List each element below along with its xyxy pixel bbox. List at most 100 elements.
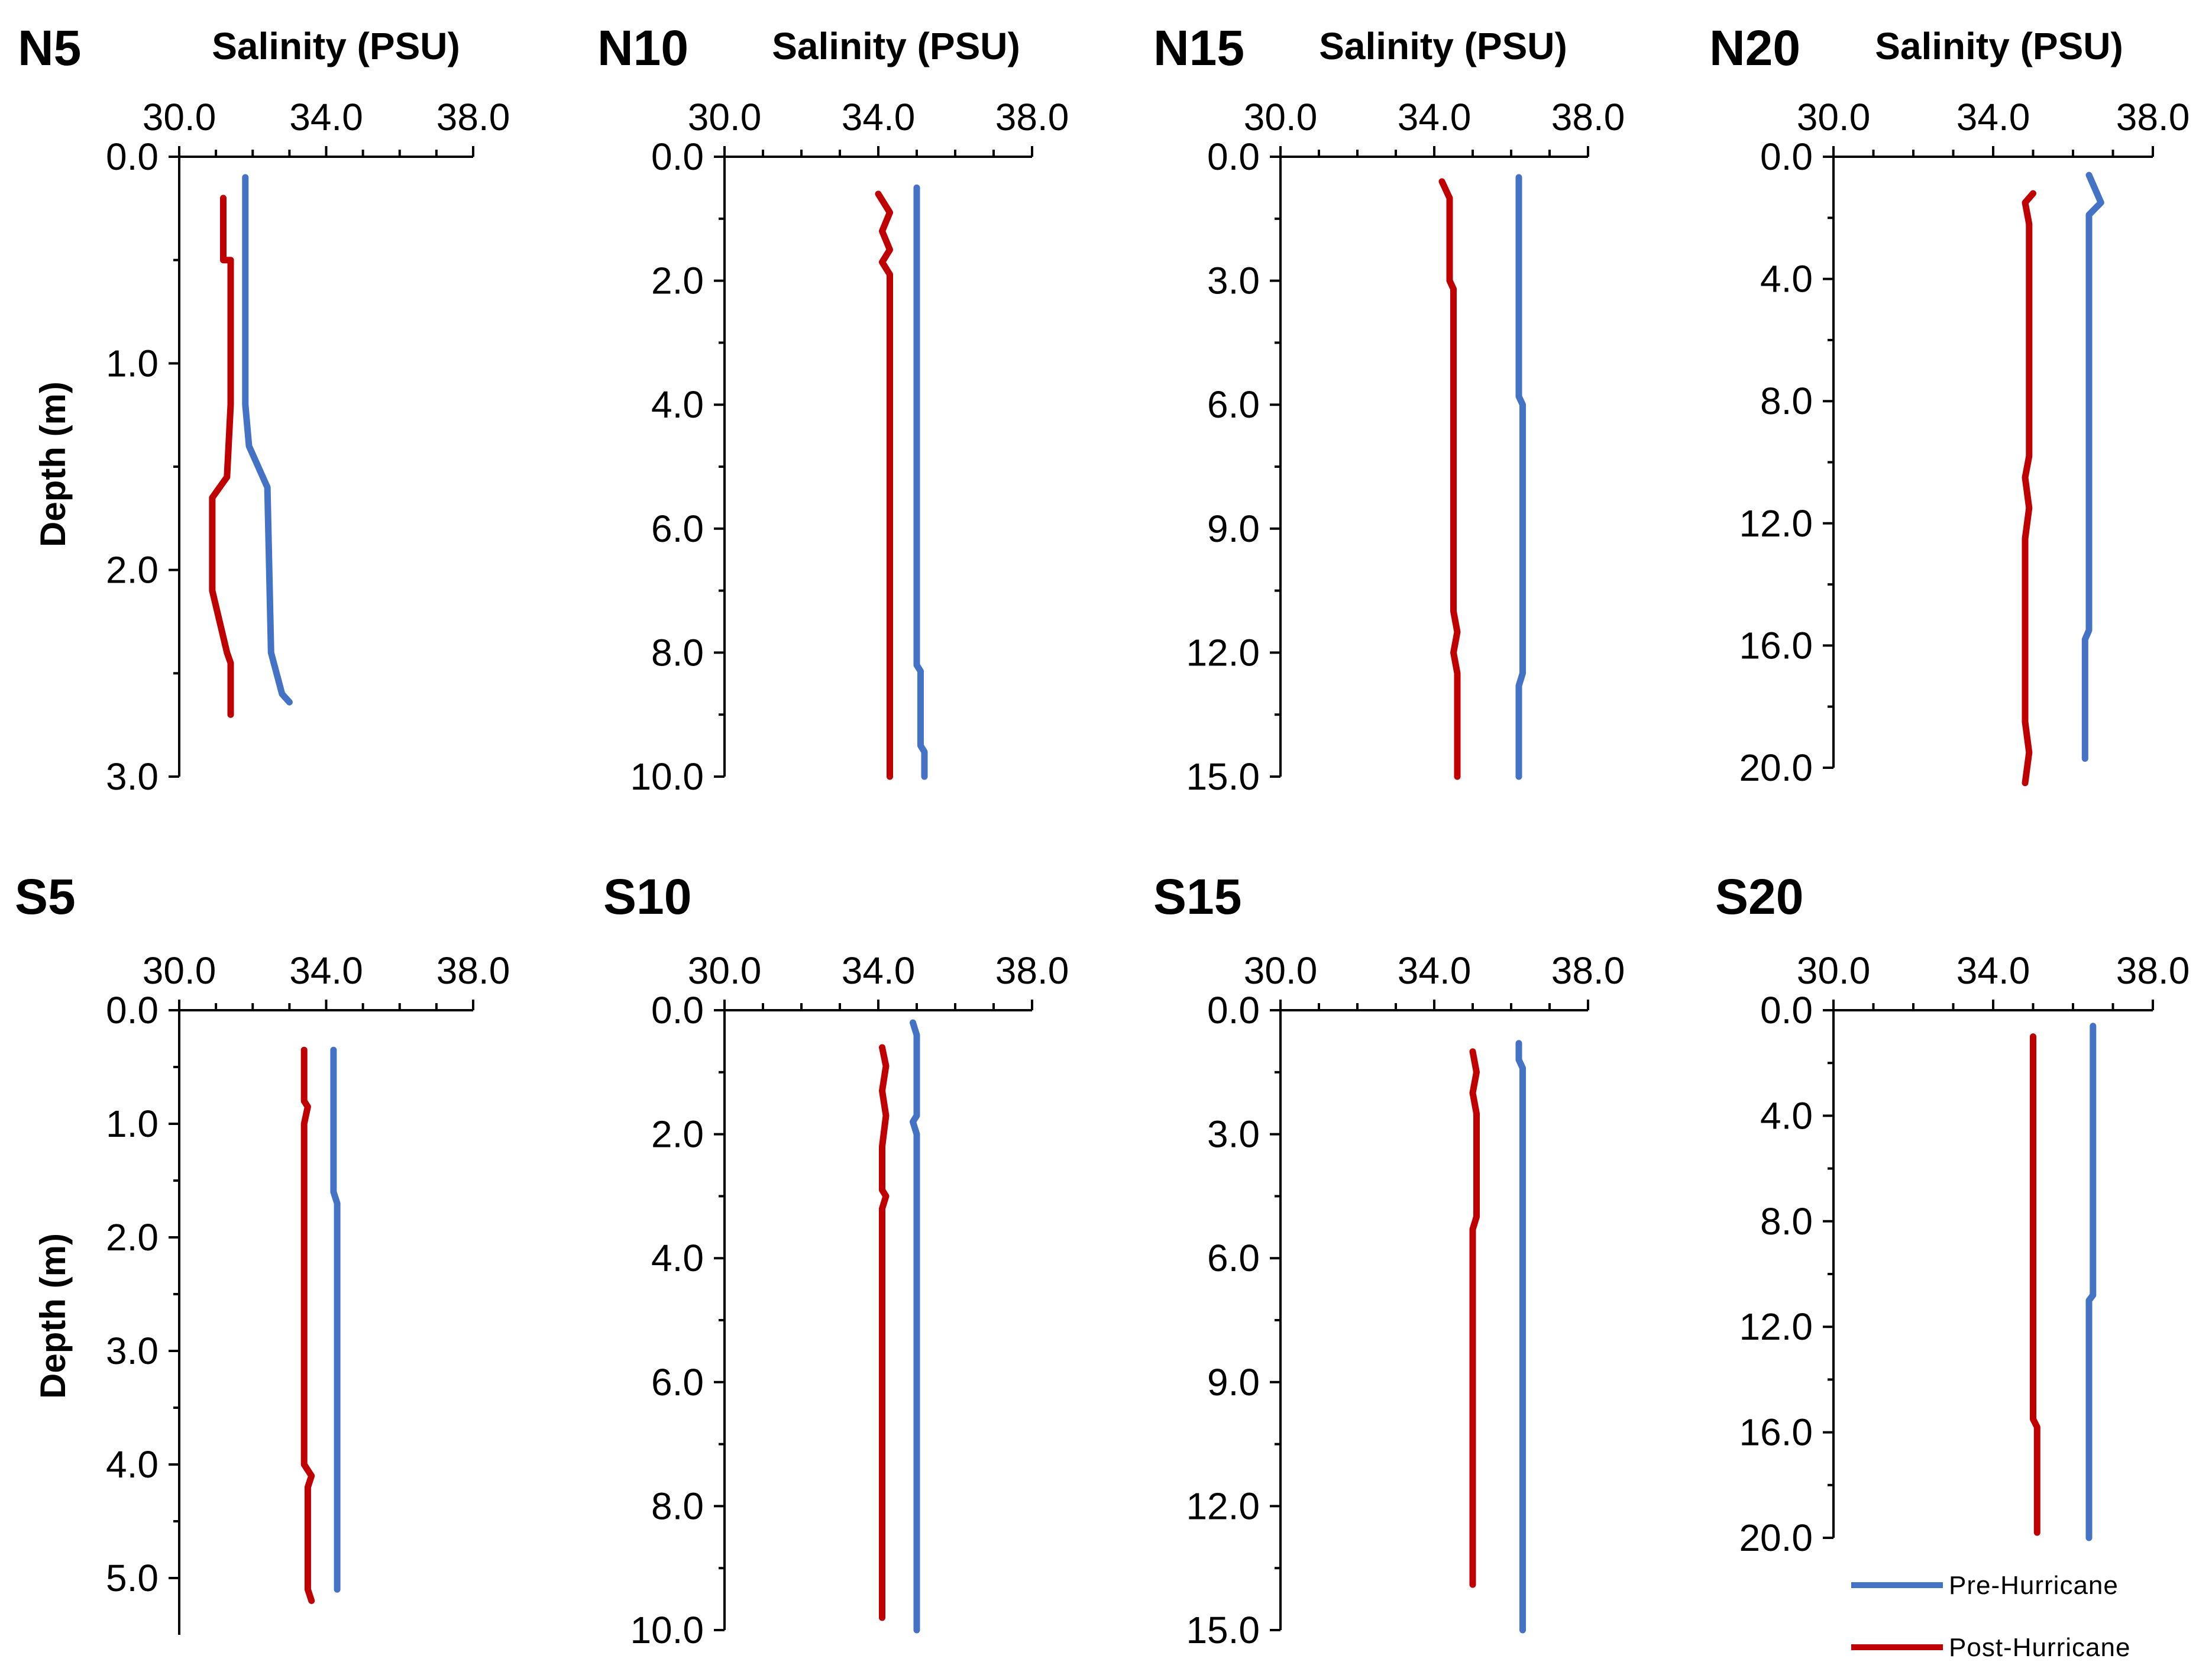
x-tick-label: 30.0: [688, 949, 762, 992]
series-line-post-hurricane: [1438, 178, 1461, 780]
x-tick-label: 38.0: [1551, 96, 1625, 138]
y-tick-label: 8.0: [651, 631, 704, 674]
panel-label: S15: [1153, 869, 1241, 924]
y-tick-label: 8.0: [651, 1485, 704, 1527]
x-tick-label: 34.0: [289, 949, 363, 992]
x-tick-label: 38.0: [1551, 949, 1625, 992]
series-line-pre-hurricane: [242, 174, 293, 706]
series-line-post-hurricane: [300, 1046, 315, 1604]
panel-n15: N15 Salinity (PSU) 30.0 34.0 38.0 0.0 3.0 6.0…: [1153, 20, 1625, 798]
y-tick-label: 12.0: [1739, 1305, 1813, 1348]
legend-label-post: Post-Hurricane: [1949, 1633, 2130, 1662]
series-line-post-hurricane: [879, 1044, 890, 1621]
x-tick-label: 30.0: [143, 949, 216, 992]
series-line-post-hurricane: [2022, 190, 2036, 787]
y-tick-label: 4.0: [1760, 1094, 1813, 1137]
panel-s5: S5 Depth (m) 30.0 34.0 38.0 0.0 1.0 2.0 3.0 4.0…: [15, 869, 510, 1635]
x-tick-label: 34.0: [289, 96, 363, 138]
y-tick-label: 2.0: [651, 260, 704, 302]
y-tick-label: 20.0: [1739, 1517, 1813, 1559]
panel-label: N15: [1153, 20, 1244, 76]
y-tick-label: 20.0: [1739, 746, 1813, 789]
series-line-post-hurricane: [875, 190, 893, 780]
panel-label: N10: [597, 20, 688, 76]
legend: Pre-Hurricane Post-Hurricane: [1851, 1571, 2130, 1662]
panel-label: S20: [1715, 869, 1803, 924]
y-tick-label: 15.0: [1186, 755, 1260, 798]
y-tick-label: 16.0: [1739, 624, 1813, 667]
x-tick-label: 34.0: [842, 96, 916, 138]
y-tick-label: 1.0: [106, 1102, 159, 1145]
x-tick-label: 38.0: [436, 96, 510, 138]
x-tick-label: 38.0: [2116, 96, 2190, 138]
panel-label: N5: [18, 20, 81, 76]
y-tick-label: 0.0: [1760, 989, 1813, 1032]
x-tick-label: 34.0: [1398, 949, 1472, 992]
y-tick-label: 6.0: [651, 1361, 704, 1404]
y-tick-label: 6.0: [651, 507, 704, 550]
x-tick-label: 38.0: [995, 96, 1069, 138]
y-tick-label: 9.0: [1207, 1361, 1260, 1404]
series-line-pre-hurricane: [2085, 1023, 2097, 1541]
y-tick-label: 8.0: [1760, 380, 1813, 422]
x-tick-label: 34.0: [1398, 96, 1472, 138]
series-line-pre-hurricane: [1515, 1040, 1526, 1634]
y-tick-label: 9.0: [1207, 507, 1260, 550]
y-tick-label: 0.0: [106, 989, 159, 1032]
y-tick-label: 8.0: [1760, 1200, 1813, 1243]
x-tick-label: 34.0: [1956, 96, 2030, 138]
y-tick-label: 0.0: [651, 135, 704, 178]
y-tick-label: 3.0: [106, 1330, 159, 1372]
series-line-post-hurricane: [1469, 1048, 1480, 1588]
y-tick-label: 4.0: [651, 1237, 704, 1279]
y-tick-label: 5.0: [106, 1557, 159, 1599]
x-tick-label: 34.0: [1956, 949, 2030, 992]
y-tick-label: 12.0: [1739, 502, 1813, 545]
y-tick-label: 3.0: [106, 755, 159, 798]
y-tick-label: 2.0: [106, 1216, 159, 1259]
panel-s20: S20 30.0 34.0 38.0 0.0 4.0 8.0 12.0 16.0 20.0: [1715, 869, 2190, 1559]
series-line-post-hurricane: [2030, 1033, 2040, 1536]
y-tick-label: 0.0: [651, 989, 704, 1032]
x-axis-title: Salinity (PSU): [1875, 25, 2123, 67]
panel-n5: N5 Salinity (PSU) Depth (m) 30.0 34.0 38.0…: [18, 20, 510, 798]
series-line-post-hurricane: [209, 195, 234, 718]
series-line-pre-hurricane: [2081, 172, 2104, 762]
panel-label: N20: [1709, 20, 1800, 76]
y-tick-label: 12.0: [1186, 1485, 1260, 1527]
x-tick-label: 30.0: [1797, 96, 1871, 138]
y-tick-label: 4.0: [106, 1443, 159, 1486]
legend-label-pre: Pre-Hurricane: [1949, 1571, 2119, 1600]
x-tick-label: 38.0: [2116, 949, 2190, 992]
y-tick-label: 6.0: [1207, 383, 1260, 426]
panel-s15: S15 30.0 34.0 38.0 0.0 3.0 6.0 9.0 12.0 15.0: [1153, 869, 1625, 1651]
series-line-pre-hurricane: [910, 1019, 920, 1634]
x-tick-label: 30.0: [1797, 949, 1871, 992]
series-line-pre-hurricane: [1515, 174, 1526, 780]
y-tick-label: 4.0: [651, 383, 704, 426]
y-tick-label: 2.0: [106, 549, 159, 591]
x-tick-label: 30.0: [1244, 949, 1318, 992]
y-tick-label: 10.0: [630, 755, 704, 798]
y-tick-label: 3.0: [1207, 1113, 1260, 1156]
panel-n20: N20 Salinity (PSU) 30.0 34.0 38.0 0.0 4.0 8.0…: [1709, 20, 2190, 789]
x-axis-title: Salinity (PSU): [1319, 25, 1567, 67]
x-tick-label: 30.0: [143, 96, 216, 138]
y-tick-label: 1.0: [106, 342, 159, 384]
y-tick-label: 2.0: [651, 1113, 704, 1156]
y-tick-label: 0.0: [106, 135, 159, 178]
y-tick-label: 12.0: [1186, 631, 1260, 674]
panel-n10: N10 Salinity (PSU) 30.0 34.0 38.0 0.0 2.0 4.0…: [597, 20, 1069, 798]
x-axis-title: Salinity (PSU): [212, 25, 460, 67]
y-axis-title: Depth (m): [33, 381, 73, 547]
y-tick-label: 0.0: [1207, 135, 1260, 178]
y-tick-label: 15.0: [1186, 1609, 1260, 1651]
x-tick-label: 38.0: [436, 949, 510, 992]
x-tick-label: 38.0: [995, 949, 1069, 992]
x-tick-label: 30.0: [688, 96, 762, 138]
panel-label: S5: [15, 869, 76, 924]
y-tick-label: 6.0: [1207, 1237, 1260, 1279]
y-tick-label: 4.0: [1760, 258, 1813, 300]
x-axis-title: Salinity (PSU): [772, 25, 1020, 67]
panel-label: S10: [603, 869, 691, 924]
